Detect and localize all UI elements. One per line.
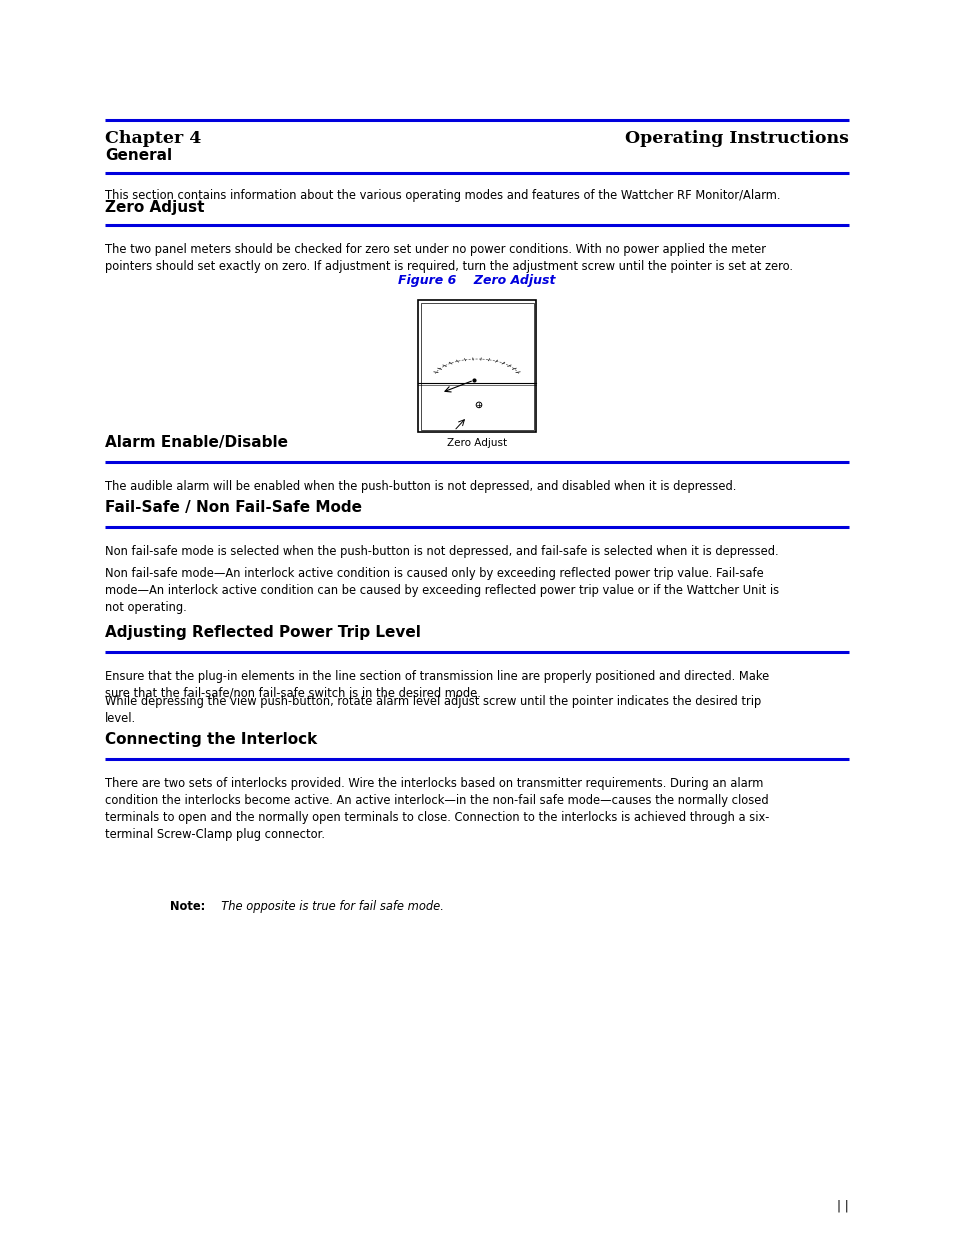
Text: Non fail-safe mode—An interlock active condition is caused only by exceeding ref: Non fail-safe mode—An interlock active c… <box>105 567 779 614</box>
Text: There are two sets of interlocks provided. Wire the interlocks based on transmit: There are two sets of interlocks provide… <box>105 777 768 841</box>
Text: Chapter 4: Chapter 4 <box>105 130 201 147</box>
Text: Note:: Note: <box>170 900 205 913</box>
Text: General: General <box>105 148 172 163</box>
Text: | |: | | <box>837 1200 848 1213</box>
Text: Connecting the Interlock: Connecting the Interlock <box>105 732 317 747</box>
Text: Non fail-safe mode is selected when the push-button is not depressed, and fail-s: Non fail-safe mode is selected when the … <box>105 545 778 558</box>
Text: Operating Instructions: Operating Instructions <box>624 130 848 147</box>
Text: The two panel meters should be checked for zero set under no power conditions. W: The two panel meters should be checked f… <box>105 243 792 273</box>
Text: The audible alarm will be enabled when the push-button is not depressed, and dis: The audible alarm will be enabled when t… <box>105 480 736 493</box>
Text: Zero Adjust: Zero Adjust <box>105 200 204 215</box>
Text: Fail-Safe / Non Fail-Safe Mode: Fail-Safe / Non Fail-Safe Mode <box>105 500 361 515</box>
Text: Zero Adjust: Zero Adjust <box>446 438 507 448</box>
Text: Adjusting Reflected Power Trip Level: Adjusting Reflected Power Trip Level <box>105 625 420 640</box>
Bar <box>417 300 536 432</box>
Text: The opposite is true for fail safe mode.: The opposite is true for fail safe mode. <box>213 900 443 913</box>
Text: Figure 6    Zero Adjust: Figure 6 Zero Adjust <box>397 274 556 287</box>
Text: Ensure that the plug-in elements in the line section of transmission line are pr: Ensure that the plug-in elements in the … <box>105 671 768 700</box>
Text: This section contains information about the various operating modes and features: This section contains information about … <box>105 189 780 203</box>
Bar <box>420 303 533 430</box>
Text: While depressing the view push-button, rotate alarm level adjust screw until the: While depressing the view push-button, r… <box>105 695 760 725</box>
Text: Alarm Enable/Disable: Alarm Enable/Disable <box>105 435 288 450</box>
